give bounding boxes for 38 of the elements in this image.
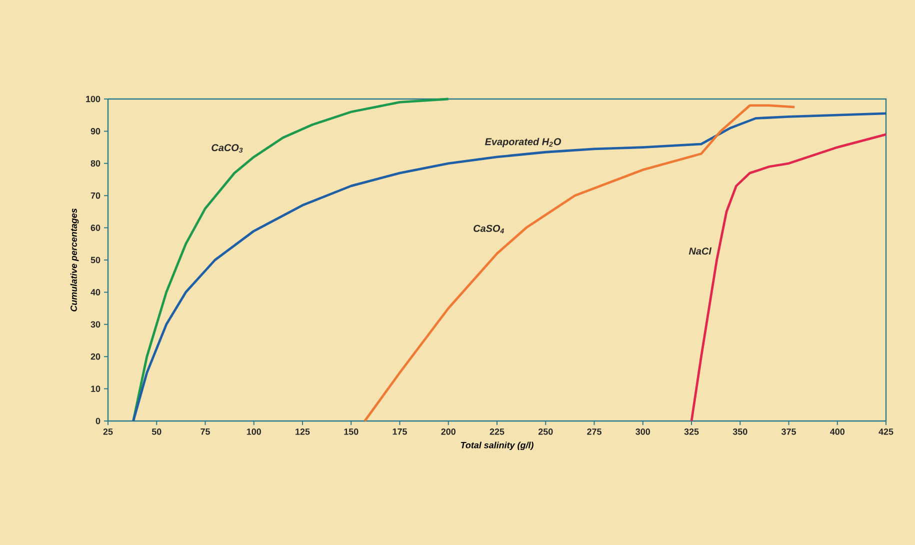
series-label: NaCl <box>688 247 712 255</box>
y-tick-label: 20 <box>90 353 100 360</box>
line-series <box>132 112 888 422</box>
x-axis-title: Total salinity (g/l) <box>460 442 534 450</box>
y-tick-label: 40 <box>90 289 100 296</box>
x-tick-label: 50 <box>152 428 162 435</box>
y-axis-title: Cumulative percentages <box>70 208 79 312</box>
x-tick-label: 150 <box>344 428 358 435</box>
y-tick-label: 0 <box>96 418 100 424</box>
y-tick-label: 70 <box>90 192 100 199</box>
x-tick-label: 300 <box>636 428 650 435</box>
series-label: Evaporated H$_{2}$O <box>485 138 562 148</box>
x-tick-label: 100 <box>246 428 261 435</box>
x-tick-label: 375 <box>781 428 796 435</box>
x-tick-label: 125 <box>296 428 310 435</box>
y-tick-label: 30 <box>90 321 100 328</box>
series-label: CaCO$_{3}$ <box>212 144 243 153</box>
y-tick-label: 100 <box>86 96 100 102</box>
x-tick-label: 275 <box>587 428 602 435</box>
x-tick-label: 350 <box>732 428 748 435</box>
x-tick-label: 25 <box>103 428 113 435</box>
x-tick-label: 200 <box>441 428 456 435</box>
y-tick-label: 80 <box>90 160 100 167</box>
x-tick-label: 425 <box>878 428 894 435</box>
x-tick-label: 175 <box>392 428 407 435</box>
y-tick-label: 60 <box>90 224 100 231</box>
y-tick-label: 50 <box>90 256 100 264</box>
y-tick-label: 10 <box>91 386 100 392</box>
x-tick-label: 75 <box>200 428 210 435</box>
x-tick-label: 250 <box>538 428 553 435</box>
x-tick-label: 400 <box>830 428 844 435</box>
series-label: CaSO$_{4}$ <box>474 224 504 234</box>
x-tick-label: 225 <box>490 428 504 435</box>
x-tick-label: 325 <box>684 428 699 435</box>
line-series <box>132 98 450 422</box>
line-series <box>364 104 796 422</box>
y-tick-label: 90 <box>90 128 100 134</box>
line-series <box>690 133 888 422</box>
